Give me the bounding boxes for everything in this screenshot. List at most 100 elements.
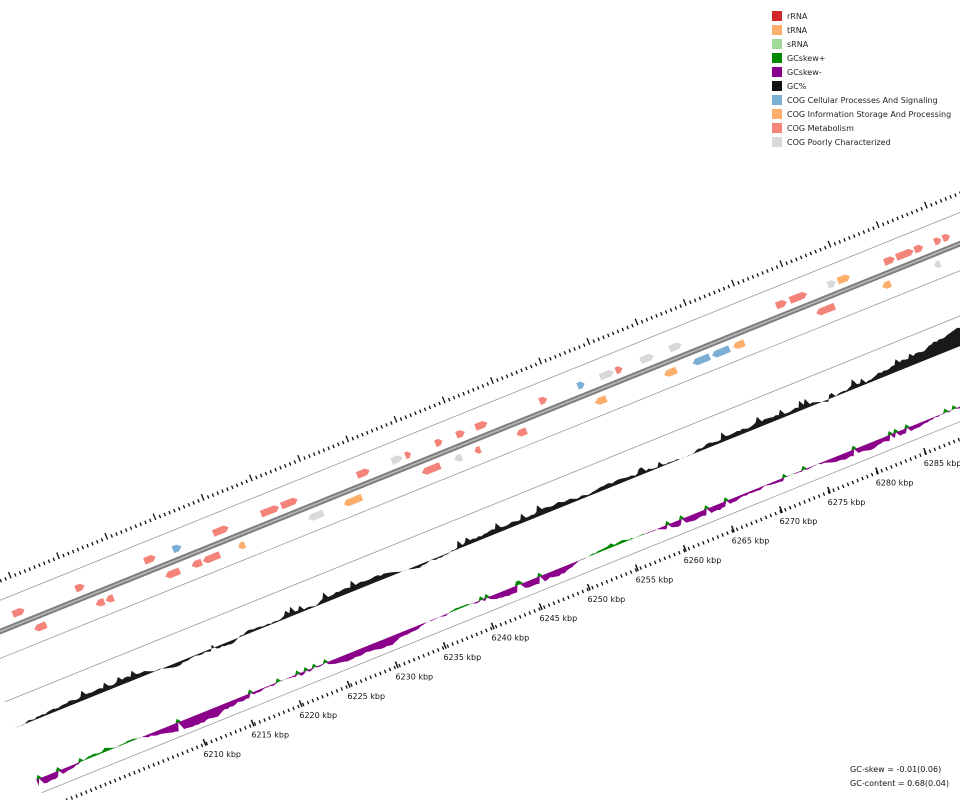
ruler-tick [848, 236, 851, 240]
ruler-tick [71, 549, 75, 554]
ruler-tick [124, 528, 128, 532]
scale-tick [350, 683, 353, 687]
ruler-tick [607, 333, 610, 338]
ruler-tick [544, 358, 547, 363]
ruler-tick [110, 534, 113, 538]
legend-item: COG Poorly Characterized [772, 135, 951, 149]
scale-tick [128, 772, 131, 777]
scale-tick [750, 521, 753, 526]
legend-label: COG Cellular Processes And Signaling [787, 95, 938, 105]
ruler-tick [28, 567, 32, 571]
ruler-tick [602, 335, 605, 340]
ruler-tick [168, 510, 171, 515]
scale-tick [615, 576, 618, 580]
ruler-tick [52, 557, 56, 562]
guide-line [0, 270, 960, 659]
ruler-tick [356, 434, 359, 439]
ruler-tick [660, 312, 663, 316]
scale-label: 6235 kbp [443, 653, 481, 662]
gene-arrow [836, 274, 850, 285]
ruler-tick [717, 288, 721, 293]
ruler-tick [467, 389, 470, 394]
scale-tick [345, 685, 348, 689]
ruler-tick [886, 220, 890, 225]
ruler-tick [664, 310, 668, 314]
scale-tick [711, 537, 715, 541]
scale-tick [899, 461, 903, 465]
scale-tick [817, 494, 821, 498]
scale-tick [538, 607, 541, 611]
scale-tick [157, 761, 160, 765]
scale-tick [861, 476, 864, 481]
scale-tick [84, 790, 88, 795]
scale-tick [383, 669, 387, 674]
legend-item: COG Metabolism [772, 121, 951, 135]
ruler-tick [799, 255, 803, 260]
legend-item: GC% [772, 79, 951, 93]
scale-tick [851, 480, 855, 485]
scale-tick [668, 554, 671, 559]
scale-tick [533, 609, 536, 613]
ruler-tick [669, 308, 673, 312]
scale-tick [152, 763, 155, 767]
scale-tick [195, 745, 199, 750]
scale-tick [388, 667, 392, 672]
scale-tick [374, 673, 377, 678]
ruler-tick [891, 218, 895, 223]
guide-line [0, 211, 960, 601]
ruler-tick [38, 563, 41, 568]
scale-tick [596, 583, 599, 588]
ruler-tick [139, 522, 142, 527]
scale-tick [605, 579, 609, 584]
legend-swatch [772, 67, 782, 77]
backbone-highlight [0, 242, 960, 633]
gc-content-track [15, 327, 960, 728]
scale-tick [957, 437, 960, 442]
scale-label: 6245 kbp [540, 614, 578, 623]
scale-tick [162, 759, 165, 763]
ruler-tick [393, 415, 398, 423]
scale-tick [306, 700, 310, 705]
scale-tick [229, 731, 233, 736]
ruler-tick [293, 460, 297, 464]
gene-arrow [238, 541, 247, 550]
scale-major-tick [875, 467, 880, 475]
scale-tick [321, 694, 324, 699]
ruler-tick [905, 212, 909, 217]
legend-label: COG Information Storage And Processing [787, 109, 952, 119]
scale-tick [759, 517, 763, 522]
scale-tick [70, 796, 74, 800]
scale-tick [109, 780, 112, 785]
gene-arrow [933, 237, 942, 246]
gene-arrow [105, 594, 115, 603]
ruler-tick [42, 561, 46, 566]
scale-tick [499, 622, 503, 627]
scale-tick [562, 597, 565, 602]
scale-tick [75, 794, 78, 798]
ruler-tick [345, 435, 350, 443]
ruler-tick [433, 403, 437, 408]
genome-stats: GC-skew = -0.01(0.06) GC-content = 0.68(… [850, 763, 949, 791]
scale-tick [277, 712, 281, 717]
scale-tick [880, 468, 884, 473]
gene-arrow [882, 280, 892, 289]
ruler-tick [33, 565, 36, 570]
gene-arrow [11, 608, 25, 618]
ruler-tick [703, 294, 707, 299]
gene-arrow [355, 468, 370, 479]
scale-tick [938, 445, 941, 450]
gene-arrow [826, 280, 836, 289]
ruler-tick [149, 518, 152, 523]
scale-tick [514, 616, 517, 621]
ruler-tick [500, 376, 504, 381]
scale-tick [475, 632, 479, 637]
scale-major-tick [346, 680, 351, 688]
ruler-tick [827, 240, 832, 248]
ruler-tick [549, 356, 552, 361]
scale-tick [219, 735, 223, 740]
scale-tick [856, 478, 859, 483]
scale-tick [138, 768, 141, 773]
track-guide-lines [0, 211, 960, 794]
scale-tick [379, 671, 382, 676]
gene-arrow [279, 497, 298, 510]
